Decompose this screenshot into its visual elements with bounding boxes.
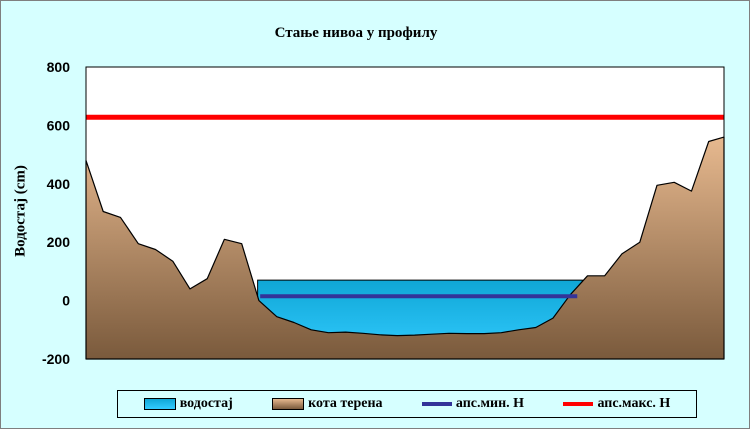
legend-label-terrain: кота терена	[308, 396, 383, 411]
legend-swatch-terrain	[272, 398, 305, 410]
y-tick-label: 400	[47, 176, 71, 192]
terrain-area	[85, 136, 725, 360]
legend-label-min: апс.мин. H	[455, 396, 525, 411]
chart-title: Стање нивоа у профилу	[274, 25, 438, 41]
legend-swatch-water	[143, 398, 176, 410]
y-tick-label: 600	[47, 117, 71, 133]
legend-label-max: апс.макс. H	[597, 396, 671, 411]
y-axis-ticks: 800 600 400 200 0 -200	[42, 59, 70, 367]
legend: водостај кота терена апс.мин. H апс.макс…	[117, 390, 697, 418]
y-tick-label: 0	[62, 293, 70, 309]
legend-item-min: апс.мин. H	[421, 396, 525, 412]
legend-swatch-min	[421, 402, 452, 406]
legend-label-water: водостај	[179, 396, 233, 411]
legend-item-max: апс.макс. H	[563, 396, 670, 412]
legend-item-water: водостај	[143, 396, 233, 412]
y-tick-label: 200	[47, 234, 71, 250]
y-tick-label: -200	[42, 351, 70, 367]
y-tick-label: 800	[47, 59, 71, 75]
legend-swatch-max	[563, 402, 594, 406]
plot-border	[85, 66, 725, 360]
legend-item-terrain: кота терена	[272, 396, 383, 412]
